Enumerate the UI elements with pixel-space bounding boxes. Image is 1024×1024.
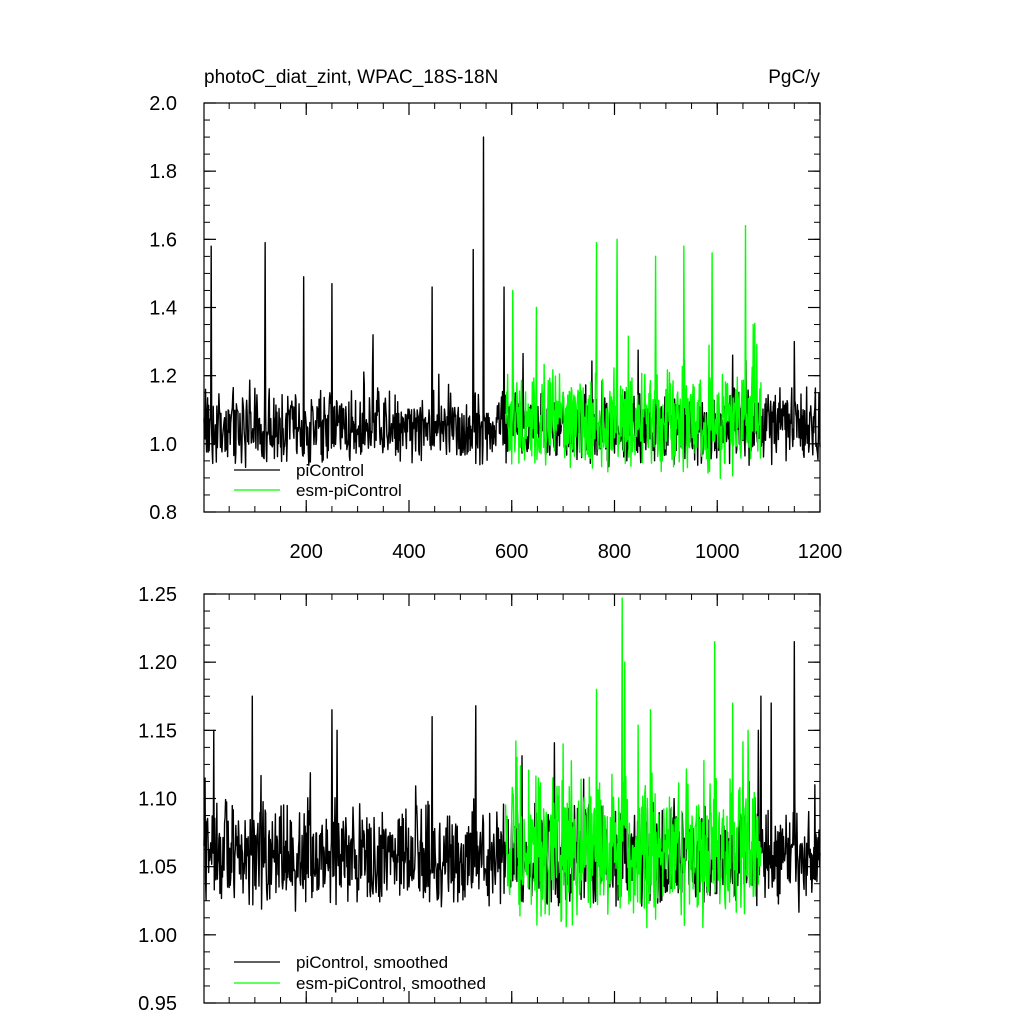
top-legend: piControl esm-piControl [234,461,402,500]
y-tick-label: 1.20 [138,652,177,674]
y-tick-label: 1.6 [149,229,177,251]
y-tick-label: 0.95 [138,993,177,1015]
x-tick-label: 600 [495,541,528,563]
y-tick-label: 1.00 [138,925,177,947]
x-tick-label: 400 [392,541,425,563]
series-line-esm-picontrol-smoothed [504,597,762,929]
top-series-group [203,136,821,480]
y-tick-label: 1.4 [149,298,177,320]
top-axes: 0.8 1.0 1.2 1.4 1.6 1.8 2.0 200 400 600 800 1000 120… [149,93,842,563]
legend-label-picontrol-smoothed: piControl, smoothed [296,953,448,972]
x-tick-label: 200 [290,541,323,563]
y-tick-label: 1.05 [138,857,177,879]
legend-label-picontrol: piControl [296,461,364,480]
y-tick-label: 1.15 [138,720,177,742]
y-tick-label: 1.25 [138,584,177,606]
chart-title: photoC_diat_zint, WPAC_18S-18N [204,67,498,88]
x-tick-label: 1200 [798,541,843,563]
bottom-panel: 0.95 1.00 1.05 1.10 1.15 1.20 1.25 piControl, … [138,584,821,1015]
legend-label-esm-picontrol: esm-piControl [296,481,402,500]
series-line-esm-picontrol [504,224,762,480]
bottom-legend: piControl, smoothed esm-piControl, smoot… [234,953,486,993]
chart-units: PgC/y [768,67,820,88]
y-tick-label: 1.8 [149,161,177,183]
legend-label-esm-picontrol-smoothed: esm-piControl, smoothed [296,974,486,993]
bottom-axes: 0.95 1.00 1.05 1.10 1.15 1.20 1.25 [138,584,821,1015]
y-tick-label: 1.0 [149,434,177,456]
y-tick-label: 1.2 [149,366,177,388]
x-tick-label: 1000 [695,541,740,563]
y-tick-label: 1.10 [138,789,177,811]
top-panel: photoC_diat_zint, WPAC_18S-18N PgC/y 0.8… [149,67,842,563]
x-tick-label: 800 [598,541,631,563]
y-tick-label: 0.8 [149,502,177,524]
y-tick-label: 2.0 [149,93,177,115]
bottom-series-group [203,597,821,929]
